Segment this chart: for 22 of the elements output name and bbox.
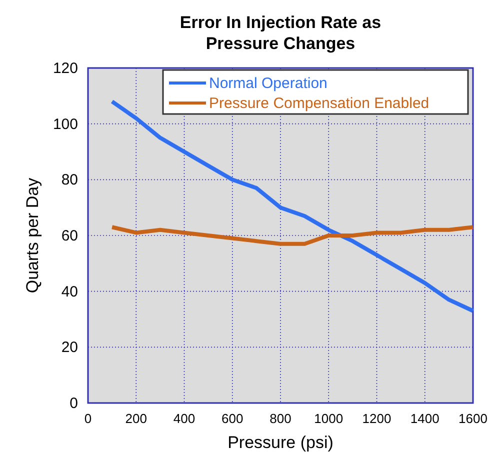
line-series xyxy=(110,225,475,246)
y-tick-label: 40 xyxy=(61,283,78,300)
x-tick-label: 1600 xyxy=(458,411,488,426)
legend-label: Pressure Compensation Enabled xyxy=(209,95,430,112)
y-tick-label: 60 xyxy=(61,228,78,244)
x-axis-title: Pressure (psi) xyxy=(228,433,334,452)
y-tick-label: 120 xyxy=(52,60,78,77)
chart-title: Error In Injection Rate as Pressure Changes xyxy=(180,13,382,53)
y-tick-label: 80 xyxy=(61,172,78,189)
x-tick-label: 0 xyxy=(84,411,92,426)
x-tick-label: 400 xyxy=(173,411,196,426)
x-tick-label: 1400 xyxy=(410,411,440,426)
y-tick-label: 100 xyxy=(52,116,78,133)
y-axis-title: Quarts per Day xyxy=(23,177,42,294)
x-tick-label: 1000 xyxy=(314,411,344,426)
legend-label: Normal Operation xyxy=(209,75,328,92)
y-tick-label: 0 xyxy=(70,395,78,412)
y-tick-label: 20 xyxy=(61,339,78,356)
x-tick-label: 600 xyxy=(222,411,244,426)
x-tick-label: 800 xyxy=(270,411,292,426)
x-tick-label: 200 xyxy=(125,411,147,426)
x-tick-label: 1200 xyxy=(362,411,392,426)
